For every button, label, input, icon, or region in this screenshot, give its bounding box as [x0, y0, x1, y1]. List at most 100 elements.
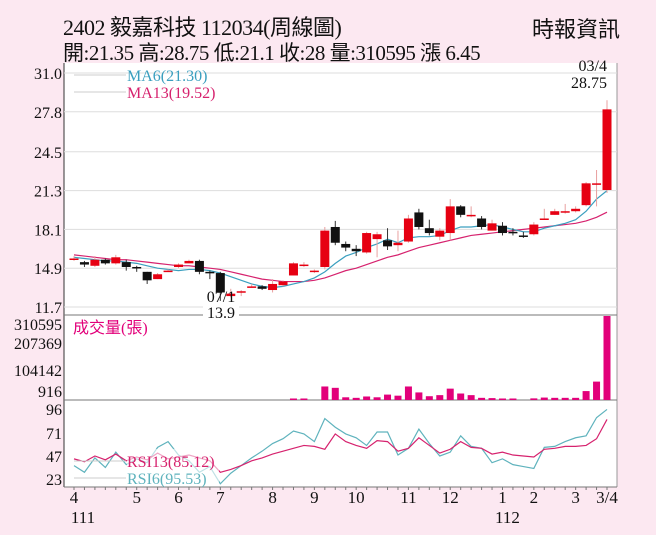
candle	[142, 271, 152, 281]
candle	[529, 224, 539, 235]
volume-bar	[384, 394, 392, 400]
candle	[236, 291, 246, 293]
candle	[477, 218, 487, 227]
price-tick: 27.8	[34, 105, 62, 122]
volume-bar	[415, 392, 423, 400]
volume-tick: 916	[38, 384, 62, 401]
candle	[550, 211, 560, 215]
source-label: 時報資訊	[531, 17, 620, 42]
volume-bar	[551, 397, 559, 400]
year-label: 112	[495, 508, 520, 527]
volume-bar	[603, 316, 611, 400]
candle	[330, 226, 340, 243]
volume-bar	[300, 398, 308, 400]
candle	[518, 235, 528, 237]
candle	[299, 264, 309, 267]
x-label: 8	[268, 488, 277, 507]
candle	[508, 231, 518, 234]
volume-bar	[342, 397, 350, 400]
x-label: 9	[310, 488, 319, 507]
rsi-tick: 71	[46, 426, 62, 443]
candle	[414, 212, 424, 227]
candle	[153, 274, 163, 280]
candle	[309, 270, 319, 273]
candle	[288, 263, 298, 276]
candle	[132, 266, 142, 269]
x-label: 4	[70, 488, 79, 507]
price-tick: 24.5	[34, 145, 62, 162]
volume-tick: 104142	[14, 363, 62, 380]
candle	[121, 262, 131, 267]
price-tick: 18.1	[34, 222, 62, 239]
candle	[393, 242, 403, 246]
volume-bar	[572, 397, 580, 400]
volume-bar	[498, 398, 506, 400]
candle	[487, 223, 497, 231]
volume-bar	[373, 397, 381, 400]
candle	[602, 109, 612, 190]
candle	[163, 270, 173, 273]
volume-bar	[593, 381, 601, 400]
x-label: 2	[530, 488, 539, 507]
candle	[184, 260, 194, 264]
candle	[435, 230, 445, 237]
x-label: 6	[174, 488, 183, 507]
candle	[560, 211, 570, 213]
candle	[111, 257, 121, 264]
ma6-legend: MA6(21.30)	[127, 68, 207, 85]
candle	[247, 286, 257, 288]
x-label: 3/4	[596, 488, 618, 507]
volume-bar	[404, 386, 412, 400]
x-label: 1	[498, 488, 507, 507]
price-tick: 21.3	[34, 184, 62, 201]
volume-bar	[394, 395, 402, 400]
candle	[571, 208, 581, 212]
price-tick: 31.0	[34, 66, 62, 83]
candle	[268, 283, 278, 291]
candle	[205, 271, 215, 274]
rsi-tick: 23	[46, 472, 62, 489]
x-label: 11	[400, 488, 416, 507]
candle	[215, 273, 225, 293]
candle	[497, 225, 507, 234]
candle	[257, 286, 267, 289]
candle	[403, 218, 413, 242]
low-value: 13.9	[207, 305, 235, 322]
volume-bar	[467, 395, 475, 400]
candle	[278, 281, 288, 286]
x-label: 12	[442, 488, 459, 507]
candle	[351, 248, 361, 252]
candle	[69, 258, 79, 261]
candle	[581, 183, 591, 206]
volume-bar	[363, 396, 371, 400]
candle	[445, 206, 455, 234]
candle	[226, 293, 236, 297]
candle	[466, 214, 476, 217]
candle	[424, 228, 434, 234]
volume-bar	[530, 398, 538, 400]
volume-bar	[446, 388, 454, 400]
year-label: 111	[71, 508, 95, 527]
candle	[100, 259, 110, 264]
volume-tick: 207369	[14, 336, 62, 353]
candle	[320, 230, 330, 267]
volume-bar	[488, 398, 496, 400]
rsi-tick: 96	[46, 402, 62, 419]
rsi-tick: 47	[46, 449, 62, 466]
x-label: 10	[348, 488, 365, 507]
ohlc-summary: 開:21.35 高:28.75 低:21.1 收:28 量:310595 漲 6…	[63, 41, 481, 65]
volume-bar	[289, 398, 297, 400]
candle	[383, 240, 393, 247]
volume-bar	[561, 397, 569, 400]
volume-bar	[478, 397, 486, 400]
x-label: 7	[216, 488, 225, 507]
volume-bar	[509, 398, 517, 400]
volume-bar	[540, 397, 548, 400]
candle	[362, 233, 372, 253]
x-label: 5	[132, 488, 141, 507]
candle	[194, 260, 204, 272]
volume-bar	[321, 386, 329, 400]
candle	[539, 218, 549, 220]
chart-title: 2402 毅嘉科技 112034(周線圖)	[63, 15, 342, 40]
